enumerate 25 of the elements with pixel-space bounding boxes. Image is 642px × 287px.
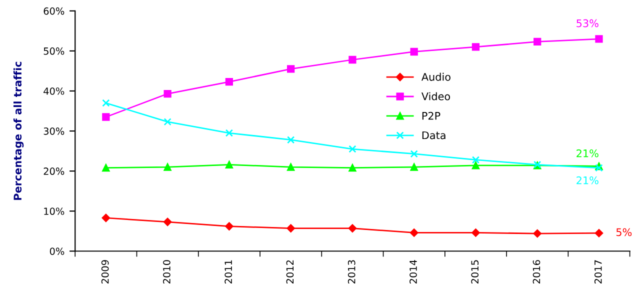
y-tick-label: 0% (50, 248, 64, 255)
x-tick-label: 2012 (286, 260, 294, 284)
x-tick-label: 2015 (471, 260, 479, 284)
x-tick-label: 2014 (410, 260, 417, 284)
x-tick-label: 2011 (224, 260, 232, 284)
x-tick-label: 2010 (163, 260, 170, 284)
y-tick-label: 50% (44, 47, 64, 55)
y-tick-label: 30% (44, 127, 64, 135)
y-axis-title: Percentage of all traffic (13, 62, 24, 200)
x-tick-label: 2009 (101, 260, 109, 284)
y-tick-label: 10% (44, 208, 64, 215)
x-tick-label: 2017 (594, 260, 602, 284)
legend-label: Audio (421, 72, 450, 81)
data-label: 21% (576, 149, 598, 158)
x-tick-label: 2016 (532, 260, 540, 284)
y-tick-label: 40% (44, 87, 64, 95)
x-tick-label: 2013 (348, 260, 356, 284)
data-label: 53% (576, 19, 598, 28)
legend-label: P2P (422, 112, 440, 120)
data-label: 21% (576, 176, 598, 184)
data-label: 5% (616, 228, 632, 236)
y-tick-label: 20% (44, 168, 64, 175)
y-tick-label: 60% (44, 7, 64, 15)
legend-label: Data (422, 131, 446, 140)
legend-label: Video (421, 92, 450, 100)
